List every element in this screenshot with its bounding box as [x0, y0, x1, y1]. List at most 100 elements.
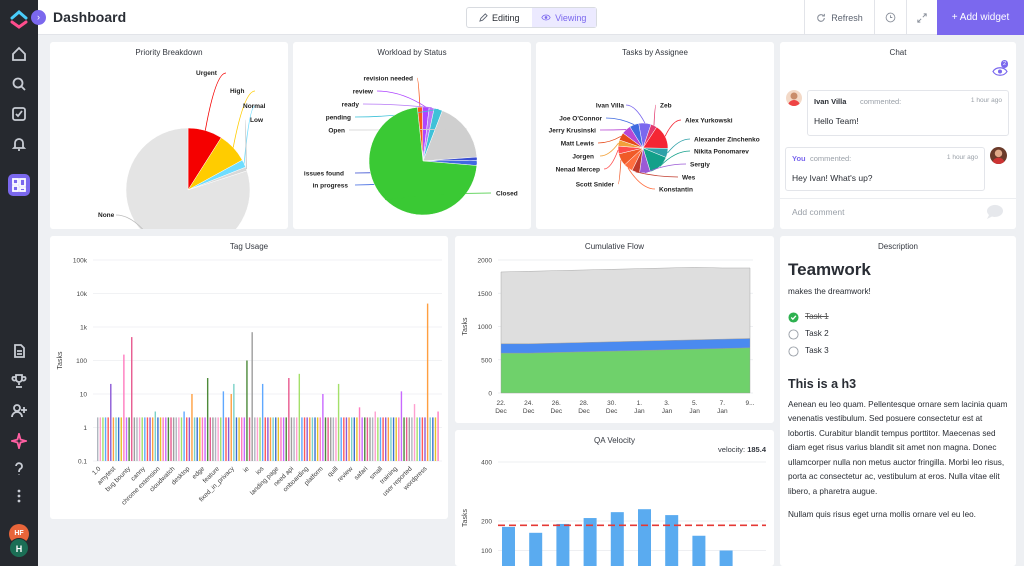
checklist-item[interactable]: Task 1 — [788, 309, 1008, 326]
bar — [374, 411, 376, 461]
bar — [217, 417, 219, 461]
bar — [157, 417, 159, 461]
comment-input[interactable]: Add comment — [792, 207, 845, 217]
bar — [193, 417, 196, 461]
velocity-value: 185.4 — [747, 445, 766, 454]
assignee-pie-chart: Ivan Villa Zeb Alex Yurkowski Alexander Zin… — [549, 103, 760, 194]
pie-label: Scott Snider — [576, 182, 615, 189]
checklist-item[interactable]: Task 2 — [788, 326, 1008, 343]
viewing-mode-button[interactable]: Viewing — [531, 8, 596, 27]
x-tick-label: 30. — [607, 400, 616, 407]
bar — [350, 417, 353, 461]
tasks-check-icon[interactable] — [8, 103, 30, 125]
pie-label: None — [98, 212, 115, 219]
pie-label: Ivan Villa — [596, 103, 624, 110]
message-verb: commented: — [810, 154, 852, 163]
bar — [411, 417, 413, 461]
bar — [398, 417, 400, 461]
comment-bubble-icon[interactable] — [985, 204, 1005, 220]
bar — [638, 509, 651, 566]
goals-trophy-icon[interactable] — [8, 370, 30, 392]
bar — [243, 417, 246, 461]
bar — [337, 383, 340, 461]
pie-label: pending — [326, 115, 351, 122]
refresh-button[interactable]: Refresh — [804, 0, 874, 35]
user-avatar-h[interactable]: H — [9, 538, 29, 558]
bar — [387, 417, 390, 461]
docs-icon[interactable] — [8, 340, 30, 362]
bar — [97, 417, 99, 461]
pie-leader-line — [653, 104, 657, 126]
message-text: Hey Ivan! What's up? — [792, 173, 873, 183]
message-author: You — [792, 154, 806, 163]
x-tick-label: ie — [242, 465, 251, 474]
bar — [214, 417, 217, 461]
pie-label: Konstantin — [659, 187, 693, 194]
ai-sparkle-icon[interactable] — [8, 430, 30, 452]
pie-label: in progress — [313, 183, 349, 190]
invite-user-icon[interactable] — [8, 400, 30, 422]
x-tick-label: Jan — [717, 408, 728, 415]
y-tick-label: 100 — [481, 548, 492, 555]
add-widget-button[interactable]: + Add widget — [937, 0, 1024, 35]
bar — [233, 383, 235, 461]
x-tick-label: 9... — [745, 400, 754, 407]
pie-leader-line — [599, 142, 619, 157]
widget-title: Tag Usage — [229, 242, 269, 251]
pie-label: Closed — [496, 191, 518, 198]
unchecked-circle-icon[interactable] — [788, 345, 799, 357]
bar — [133, 417, 136, 461]
priority-pie-chart: Urgent High Normal Low None — [98, 70, 266, 229]
chat-message: Ivan Villa commented: 1 hour ago Hello T… — [807, 90, 1009, 136]
timer-button[interactable] — [874, 0, 906, 35]
bar — [282, 417, 285, 461]
pie-leader-line — [635, 171, 679, 178]
pie-label: Nenad Mercep — [556, 167, 600, 174]
bar — [165, 417, 167, 461]
help-icon[interactable] — [8, 458, 30, 480]
bar — [128, 417, 130, 461]
seen-by-indicator[interactable]: 2 — [992, 60, 1012, 78]
x-tick-label: 28. — [579, 400, 588, 407]
description-subtitle: makes the dreamwork! — [788, 287, 871, 296]
pie-label: Normal — [243, 103, 266, 110]
pie-leader-line — [667, 138, 691, 154]
collapse-sidebar-icon[interactable]: › — [31, 10, 46, 25]
bar — [102, 417, 104, 461]
y-tick-label: 500 — [481, 357, 492, 364]
app-logo-icon[interactable] — [8, 8, 30, 30]
pie-label: issues found — [304, 171, 344, 178]
x-tick-label: ios — [255, 465, 266, 476]
dashboards-icon[interactable] — [8, 174, 30, 196]
area-series — [500, 267, 751, 344]
pie-leader-line — [659, 150, 691, 167]
pie-leader-line — [244, 119, 247, 170]
editing-mode-button[interactable]: Editing — [467, 8, 532, 27]
fullscreen-button[interactable] — [906, 0, 937, 35]
description-h3: This is a h3 — [788, 376, 857, 391]
bar — [196, 417, 198, 461]
checked-circle-icon[interactable] — [788, 311, 799, 323]
widget-title: Priority Breakdown — [135, 48, 203, 57]
workload-by-status-widget: Workload by Status revision needed review… — [293, 42, 531, 229]
notifications-bell-icon[interactable] — [8, 133, 30, 155]
bar — [104, 417, 107, 461]
bar — [371, 417, 374, 461]
pie-leader-line — [603, 149, 619, 170]
more-options-icon[interactable] — [8, 485, 30, 507]
message-time: 1 hour ago — [970, 97, 1002, 104]
home-icon[interactable] — [8, 43, 30, 65]
search-icon[interactable] — [8, 73, 30, 95]
description-paragraph: Aenean eu leo quam. Pellentesque ornare … — [788, 399, 1008, 496]
y-tick-label: 1000 — [478, 324, 493, 331]
unchecked-circle-icon[interactable] — [788, 328, 799, 340]
page-title: Dashboard — [53, 9, 127, 25]
pie-slice — [125, 127, 251, 229]
bar — [275, 417, 277, 461]
workload-pie-chart: revision needed review ready pending Open iss… — [304, 76, 518, 216]
checklist-item[interactable]: Task 3 — [788, 343, 1008, 360]
qa-velocity-widget: QA Velocity velocity: 185.4 400 200 100 Tas… — [455, 430, 774, 566]
seen-count-badge: 2 — [1001, 60, 1009, 68]
bar — [251, 332, 253, 461]
pie-leader-line — [416, 77, 421, 108]
